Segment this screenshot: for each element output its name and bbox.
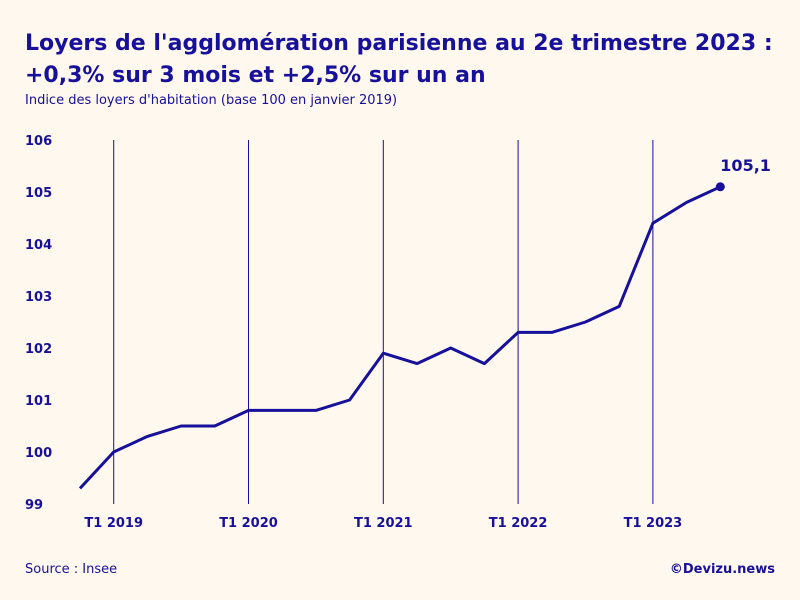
last-value-annotation: 105,1 bbox=[720, 156, 771, 175]
series-line bbox=[78, 185, 721, 490]
x-axis-ticks: T1 2019 T1 2020 T1 2021 T1 2022 T1 2023 bbox=[84, 516, 682, 531]
title-line-2: +0,3% sur 3 mois et +2,5% sur un an bbox=[25, 63, 486, 88]
y-tick-label: 100 bbox=[25, 446, 52, 461]
x-tick-label: T1 2020 bbox=[219, 516, 278, 531]
chart-title: Loyers de l'agglomération parisienne au … bbox=[25, 28, 785, 92]
last-point-marker bbox=[715, 182, 725, 192]
source-note: Source : Insee bbox=[25, 562, 118, 577]
x-tick-label: T1 2019 bbox=[84, 516, 143, 531]
y-tick-label: 106 bbox=[25, 134, 52, 149]
title-line-1: Loyers de l'agglomération parisienne au … bbox=[25, 31, 773, 56]
y-tick-label: 99 bbox=[25, 498, 43, 513]
x-gridlines bbox=[113, 140, 654, 504]
y-tick-label: 104 bbox=[25, 238, 52, 253]
y-tick-label: 105 bbox=[25, 186, 52, 201]
x-tick-label: T1 2023 bbox=[624, 516, 683, 531]
y-tick-label: 103 bbox=[25, 290, 52, 305]
y-tick-label: 102 bbox=[25, 342, 52, 357]
y-axis-ticks: 99 100 101 102 103 104 105 106 bbox=[25, 134, 52, 513]
series-group: 105,1 bbox=[78, 156, 771, 490]
brand-credit: ©Devizu.news bbox=[669, 562, 775, 577]
chart-subtitle: Indice des loyers d'habitation (base 100… bbox=[25, 93, 398, 108]
x-tick-label: T1 2021 bbox=[354, 516, 413, 531]
y-tick-label: 101 bbox=[25, 394, 52, 409]
x-tick-label: T1 2022 bbox=[489, 516, 548, 531]
